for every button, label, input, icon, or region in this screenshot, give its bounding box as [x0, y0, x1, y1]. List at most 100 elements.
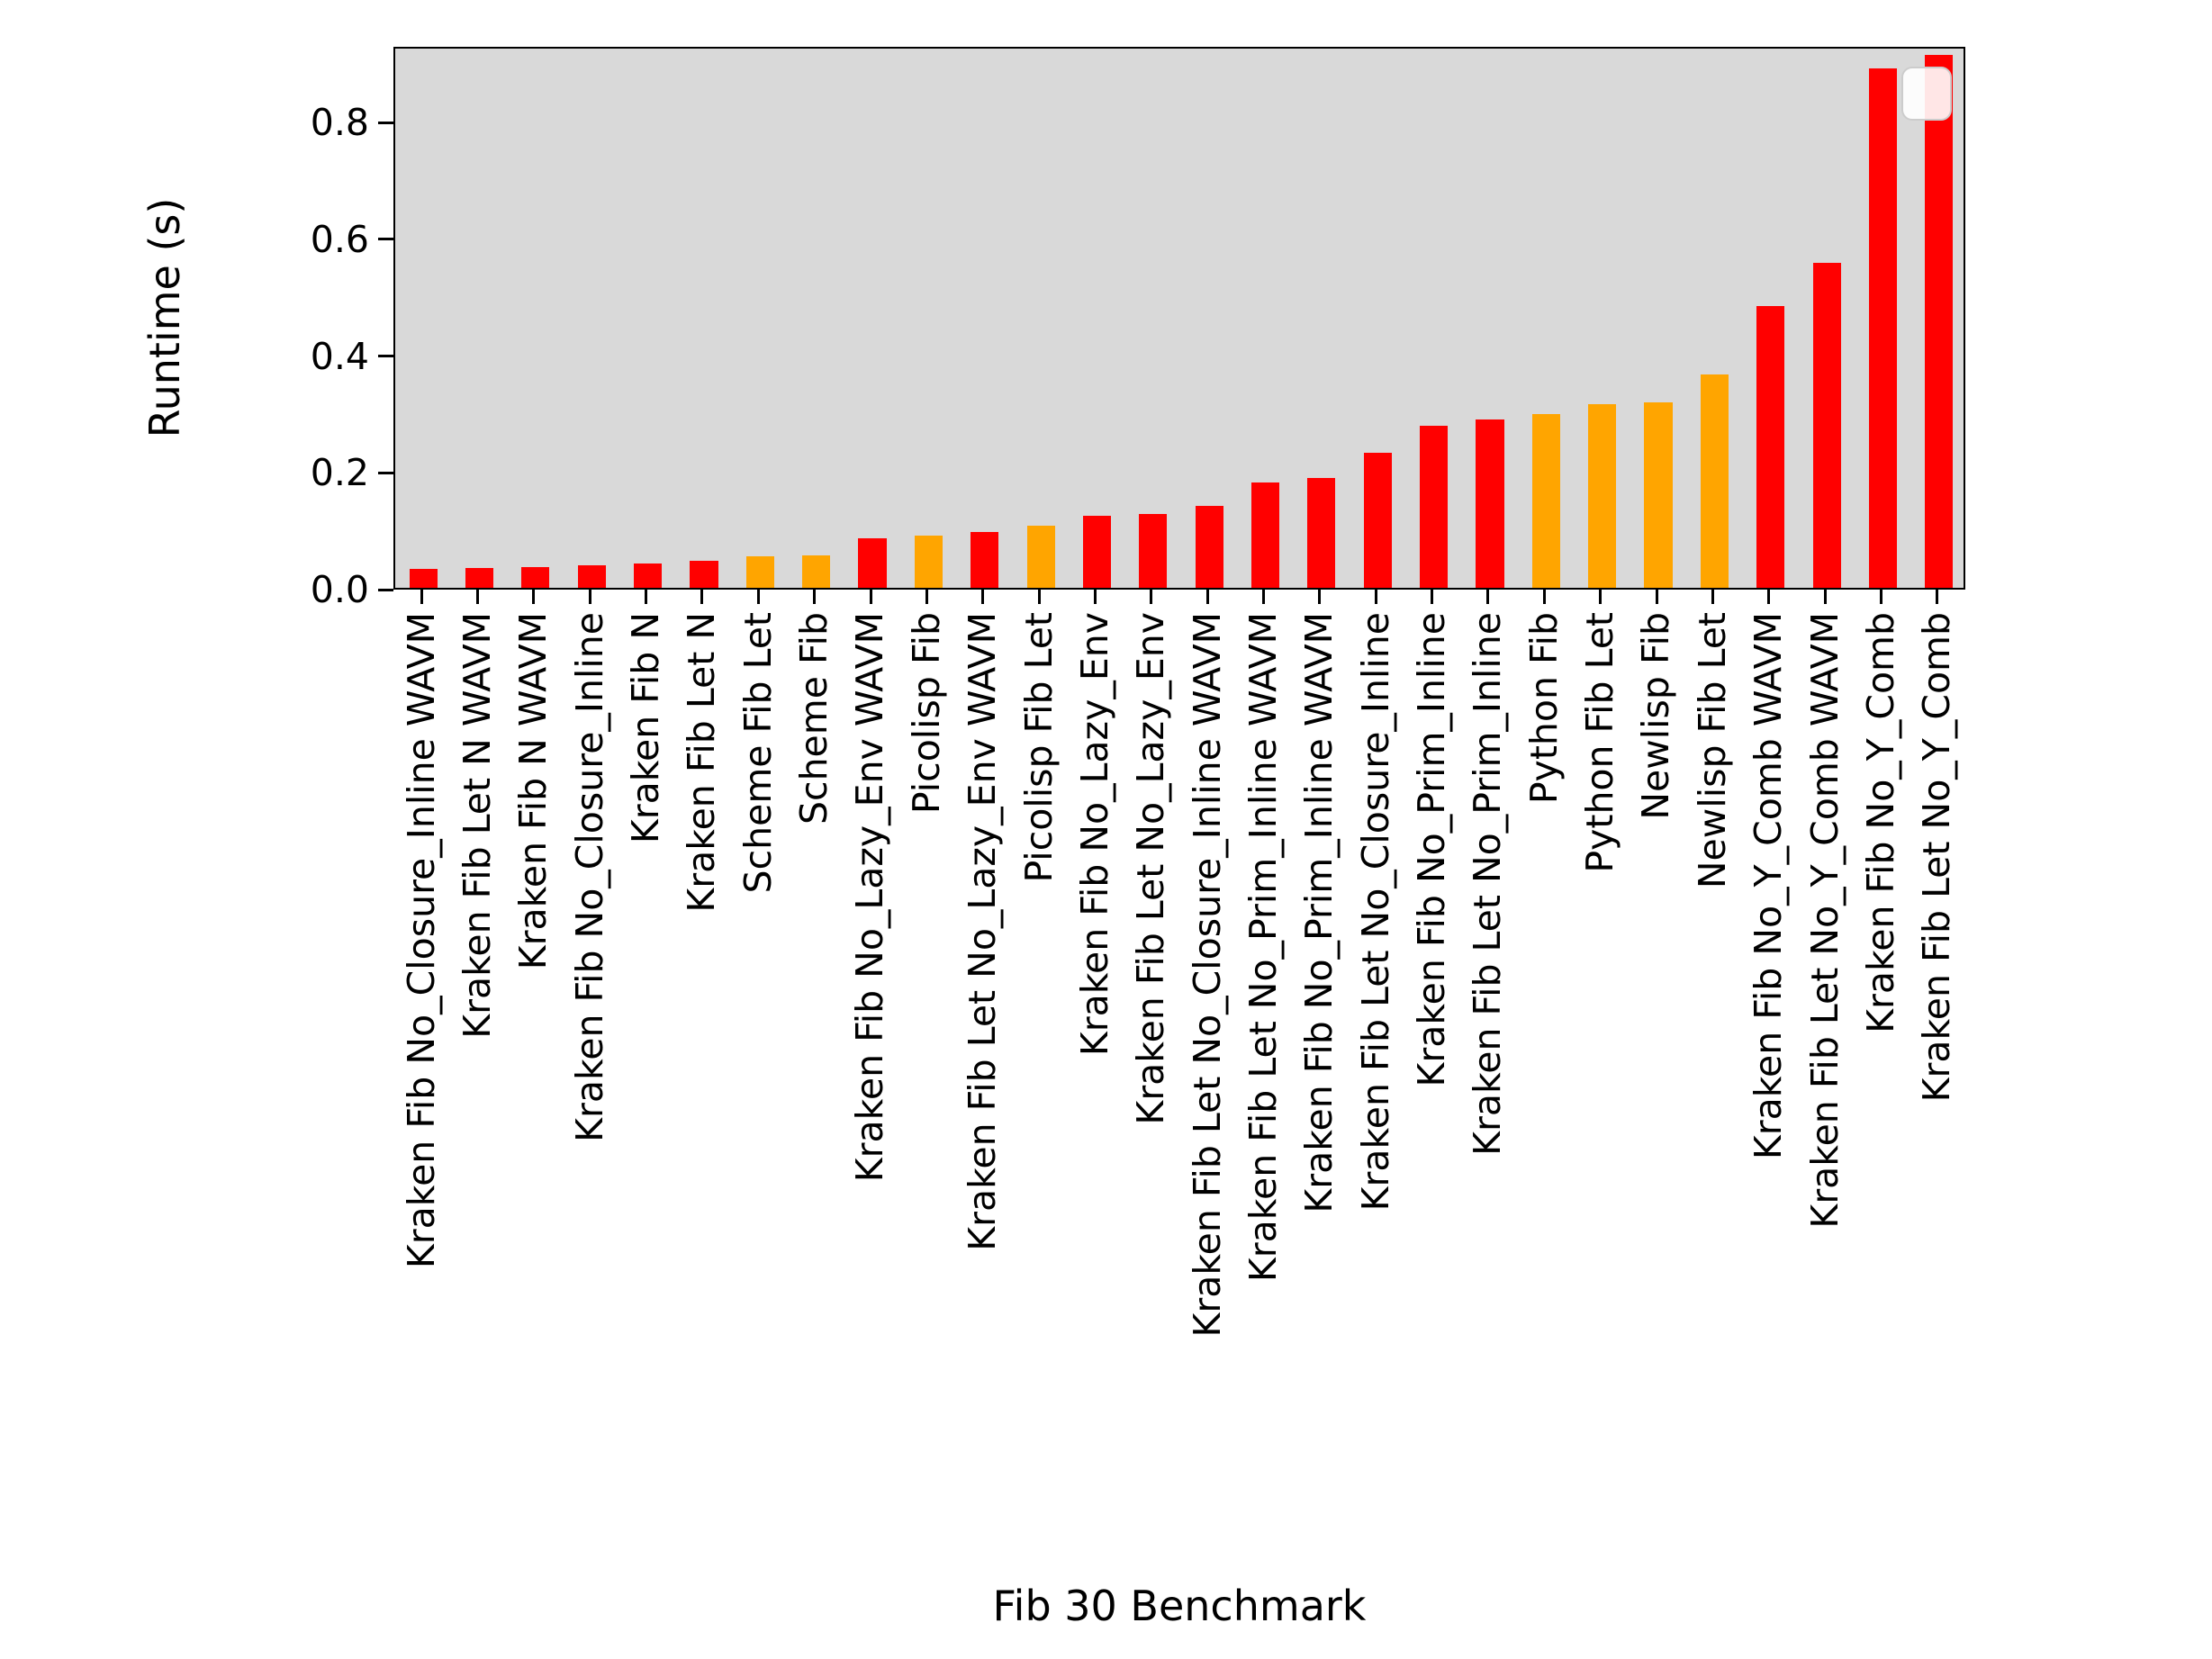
y-tick-mark: [378, 121, 393, 124]
x-tick-mark: [981, 590, 985, 604]
x-tick-label-text: Kraken Fib Let No_Closure_Inline WAVM: [1185, 612, 1229, 1338]
y-tick-label: 0.0: [310, 568, 369, 611]
x-tick-mark: [1093, 590, 1097, 604]
bar: [802, 555, 831, 588]
x-tick-label-text: Kraken Fib Let No_Y_Comb WAVM: [1802, 612, 1846, 1229]
x-tick-label: Kraken Fib Let N WAVM: [449, 612, 505, 1562]
x-tick-label-text: Kraken Fib Let No_Y_Comb: [1915, 612, 1959, 1103]
x-tick-label-text: Kraken Fib No_Y_Comb WAVM: [1747, 612, 1791, 1160]
y-tick-label: 0.8: [310, 101, 369, 145]
y-tick-mark: [378, 471, 393, 474]
bar: [1195, 506, 1223, 588]
x-tick-mark: [645, 590, 648, 604]
bar: [1644, 401, 1673, 588]
x-tick-label: Python Fib: [1516, 612, 1572, 1562]
x-tick-label-text: Scheme Fib: [792, 612, 836, 825]
x-tick-mark: [813, 590, 817, 604]
x-tick-label: Kraken Fib No_Closure_Inline: [562, 612, 618, 1562]
x-tick-label-text: Kraken Fib No_Closure_Inline WAVM: [399, 612, 443, 1269]
x-tick-label: Kraken Fib N WAVM: [506, 612, 562, 1562]
x-tick-mark: [1655, 590, 1658, 604]
x-tick-label: Kraken Fib Let No_Closure_Inline: [1348, 612, 1404, 1562]
x-tick-mark: [476, 590, 480, 604]
x-tick-mark: [756, 590, 760, 604]
x-tick-label-text: Kraken Fib No_Lazy_Env WAVM: [848, 612, 892, 1183]
x-tick-label-text: Newlisp Fib: [1634, 612, 1678, 820]
x-tick-mark: [1542, 590, 1546, 604]
bar: [1139, 513, 1168, 588]
y-axis-title: Runtime (s): [140, 197, 189, 438]
x-tick-label-text: Kraken Fib No_Closure_Inline: [567, 612, 611, 1142]
bar: [1026, 525, 1055, 588]
bar: [1476, 419, 1504, 588]
bar: [1868, 68, 1898, 588]
bar: [1082, 516, 1112, 588]
x-tick-label: Kraken Fib N: [618, 612, 673, 1562]
x-tick-mark: [1767, 590, 1771, 604]
x-tick-label-text: Python Fib Let: [1578, 612, 1622, 873]
bar: [1363, 453, 1392, 588]
x-tick-mark: [1037, 590, 1041, 604]
x-tick-mark: [1262, 590, 1266, 604]
bar: [1925, 54, 1954, 588]
bar: [690, 561, 718, 588]
x-tick-label: Kraken Fib Let No_Y_Comb: [1910, 612, 1965, 1562]
x-tick-label-text: Kraken Fib No_Lazy_Env: [1072, 612, 1116, 1057]
bar: [745, 556, 774, 588]
bar: [409, 568, 438, 588]
y-tick-mark: [378, 238, 393, 241]
x-tick-label: Kraken Fib Let No_Prim_Inline WAVM: [1235, 612, 1291, 1562]
x-tick-label-text: Newlisp Fib Let: [1690, 612, 1734, 889]
x-tick-mark: [1486, 590, 1490, 604]
x-tick-label: Scheme Fib: [787, 612, 843, 1562]
bar: [1756, 305, 1785, 588]
x-tick-label: Python Fib Let: [1573, 612, 1629, 1562]
bar: [634, 564, 663, 588]
x-tick-mark: [1599, 590, 1603, 604]
x-tick-mark: [420, 590, 423, 604]
x-tick-label: Kraken Fib No_Lazy_Env: [1067, 612, 1123, 1562]
x-tick-mark: [1150, 590, 1153, 604]
y-tick-label: 0.4: [310, 334, 369, 378]
x-tick-label-text: Python Fib: [1521, 612, 1566, 805]
bar: [521, 566, 550, 588]
bar: [1307, 477, 1336, 588]
x-tick-label: Newlisp Fib Let: [1684, 612, 1740, 1562]
x-tick-mark: [588, 590, 591, 604]
x-tick-mark: [1374, 590, 1377, 604]
x-axis-title: Fib 30 Benchmark: [992, 1582, 1367, 1630]
x-tick-label: Picolisp Fib: [898, 612, 954, 1562]
x-tick-label: Kraken Fib Let N: [674, 612, 730, 1562]
x-tick-label: Kraken Fib Let No_Lazy_Env: [1124, 612, 1179, 1562]
x-tick-label-text: Kraken Fib N: [624, 612, 668, 844]
x-tick-label-text: Kraken Fib Let No_Lazy_Env: [1129, 612, 1173, 1125]
bar: [1700, 374, 1729, 588]
x-tick-label: Kraken Fib No_Prim_Inline: [1404, 612, 1459, 1562]
x-tick-label: Kraken Fib No_Lazy_Env WAVM: [843, 612, 898, 1562]
x-tick-label: Kraken Fib Let No_Lazy_Env WAVM: [955, 612, 1011, 1562]
x-tick-label: Kraken Fib No_Y_Comb: [1853, 612, 1909, 1562]
plot-area: [393, 47, 1965, 590]
x-tick-label-text: Kraken Fib No_Y_Comb: [1858, 612, 1902, 1033]
x-tick-label: Kraken Fib Let No_Closure_Inline WAVM: [1179, 612, 1235, 1562]
y-tick-mark: [378, 355, 393, 358]
x-tick-label-text: Kraken Fib Let No_Closure_Inline: [1353, 612, 1397, 1212]
x-tick-mark: [1879, 590, 1882, 604]
x-tick-label: Kraken Fib Let No_Y_Comb WAVM: [1797, 612, 1853, 1562]
x-tick-label: Scheme Fib Let: [730, 612, 786, 1562]
x-tick-label-text: Kraken Fib Let N WAVM: [455, 612, 499, 1039]
x-tick-mark: [1936, 590, 1939, 604]
x-tick-mark: [532, 590, 536, 604]
x-tick-mark: [1823, 590, 1827, 604]
x-tick-label-text: Kraken Fib N WAVM: [511, 612, 555, 970]
y-tick-mark: [378, 588, 393, 591]
x-tick-mark: [1205, 590, 1209, 604]
x-tick-label: Kraken Fib No_Prim_Inline WAVM: [1292, 612, 1348, 1562]
x-tick-label: Picolisp Fib Let: [1011, 612, 1067, 1562]
bar: [1420, 425, 1449, 588]
x-tick-label-text: Kraken Fib No_Prim_Inline WAVM: [1297, 612, 1341, 1213]
x-tick-label-text: Kraken Fib Let No_Lazy_Env WAVM: [961, 612, 1005, 1251]
x-tick-mark: [1711, 590, 1714, 604]
x-tick-mark: [1431, 590, 1434, 604]
